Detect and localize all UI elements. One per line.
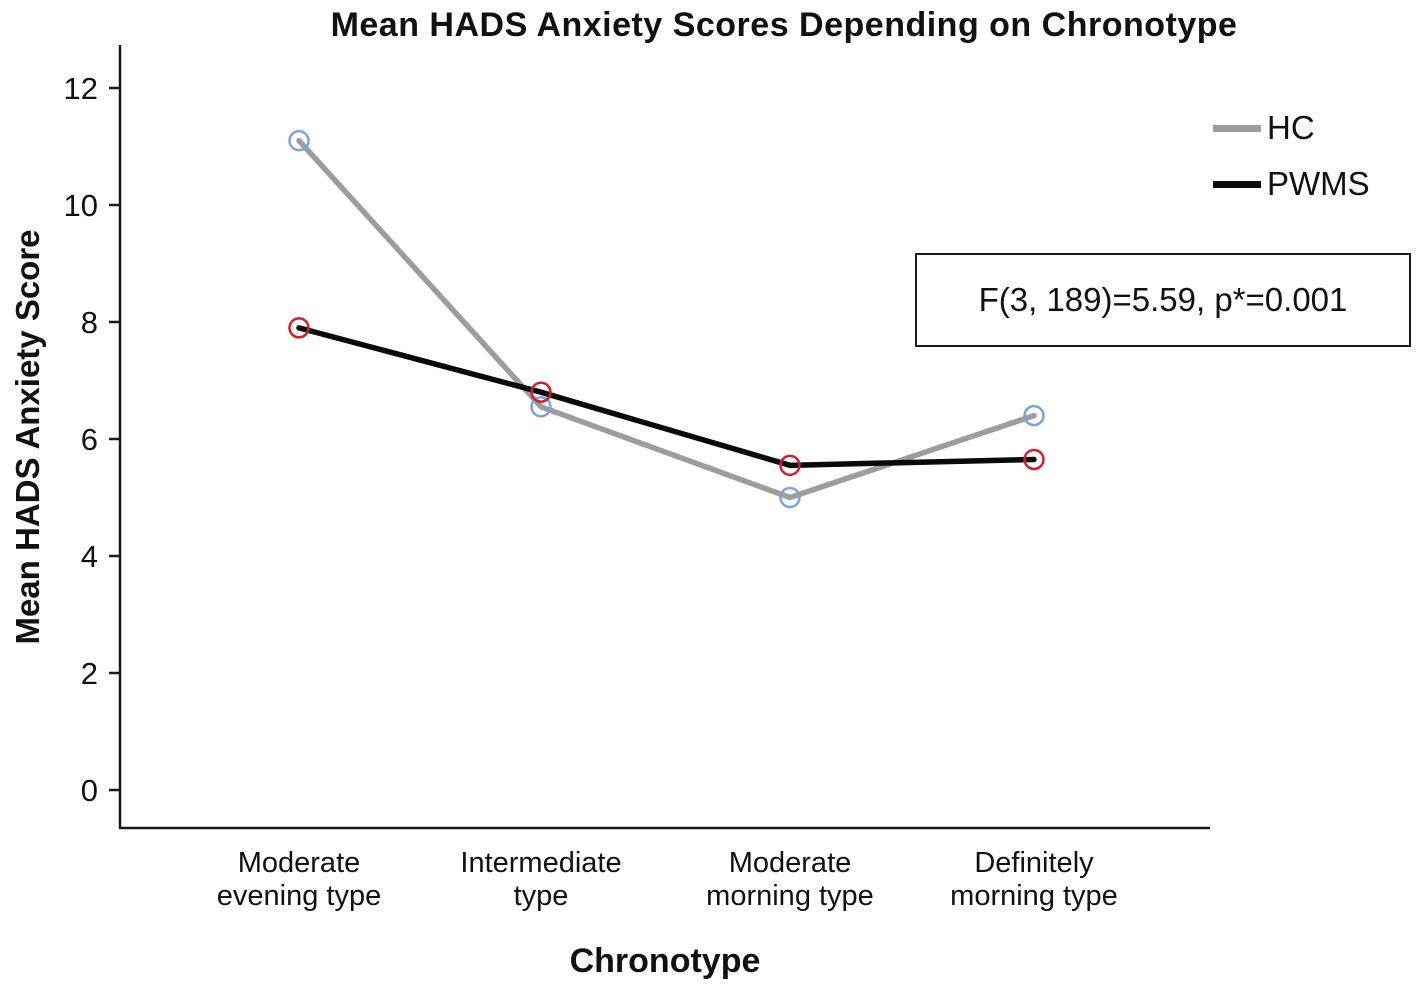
y-tick-label: 6 [81,422,98,457]
data-point-marker-hc [779,486,801,509]
x-category-label: Moderate evening type [217,847,381,912]
x-category-label: Moderate morning type [706,847,874,912]
data-point-marker-pwms [288,317,310,339]
stats-annotation-box: F(3, 189)=5.59, p*=0.001 [915,253,1411,347]
pwms-line-swatch [1213,180,1261,188]
chart-title: Mean HADS Anxiety Scores Depending on Ch… [330,6,1238,44]
legend-label-hc: HC [1267,109,1315,146]
data-point-marker-pwms [1023,448,1045,471]
data-point-marker-hc [530,396,552,418]
data-point-marker-hc [1023,404,1045,427]
x-category-label: Intermediate type [460,847,621,912]
legend-label-pwms: PWMS [1267,165,1370,202]
data-point-marker-hc [288,129,310,152]
series-line-hc [296,137,1037,501]
x-axis-label: Chronotype [569,942,761,980]
legend-item-hc: HC [1213,108,1370,148]
data-point-marker-pwms [530,381,552,403]
hc-line-swatch [1213,124,1261,132]
y-tick-label: 12 [64,71,98,106]
y-tick-label: 0 [81,773,98,808]
x-category-label: Definitely morning type [950,847,1118,912]
y-tick-label: 8 [81,305,98,340]
axes [118,45,1210,830]
stats-annotation-text: F(3, 189)=5.59, p*=0.001 [978,281,1348,318]
y-tick-label: 4 [81,539,98,574]
series-line-pwms [296,325,1037,469]
y-tick-label: 2 [81,656,98,691]
data-point-marker-pwms [779,454,801,477]
y-tick-label: 10 [64,188,98,223]
legend-item-pwms: PWMS [1213,164,1370,204]
legend: HC PWMS [1213,108,1370,220]
